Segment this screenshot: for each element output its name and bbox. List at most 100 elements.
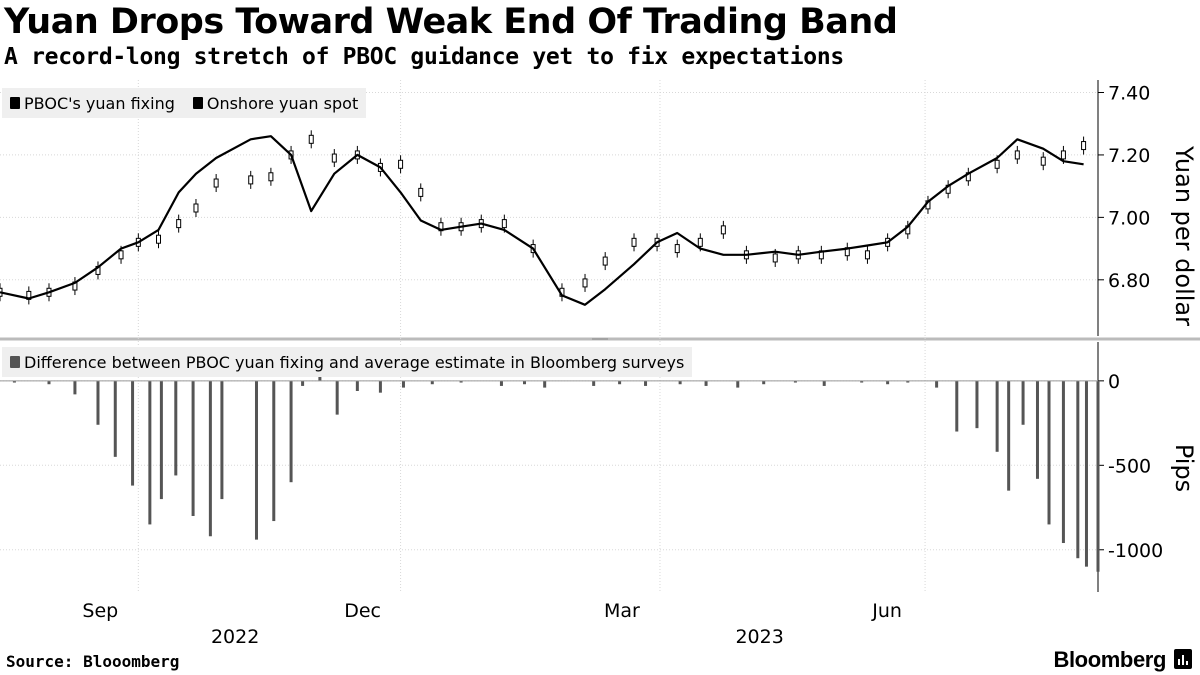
difference-bar: [113, 380, 117, 457]
difference-bar: [1096, 380, 1100, 572]
fixing-candle: [631, 237, 637, 247]
difference-bar: [208, 380, 212, 537]
difference-bar: [736, 380, 740, 388]
difference-bar: [906, 380, 910, 383]
fixing-candle: [308, 134, 314, 144]
bloomberg-terminal-icon: [1174, 649, 1192, 669]
fixing-candle: [582, 278, 588, 288]
top-y-tick-label: 7.40: [1108, 82, 1150, 104]
difference-bar: [678, 380, 682, 385]
fixing-candle: [501, 219, 507, 229]
difference-bar: [174, 380, 178, 476]
difference-bar: [1084, 380, 1088, 567]
fixing-candle: [1040, 156, 1046, 166]
fixing-candle: [1014, 150, 1020, 160]
spot-series-line: [0, 135, 1084, 306]
difference-bar: [618, 380, 622, 385]
difference-bar: [886, 380, 890, 385]
difference-bar: [430, 380, 434, 385]
difference-bar: [644, 380, 648, 386]
difference-bar: [335, 380, 339, 415]
fixing-candle: [398, 159, 404, 169]
legend-label-fixing: PBOC's yuan fixing: [24, 93, 175, 113]
difference-bar: [191, 380, 195, 516]
bottom-y-axis-title: Pips: [1170, 444, 1198, 492]
bottom-legend: Difference between PBOC yuan fixing and …: [2, 347, 693, 377]
difference-bar: [975, 380, 979, 429]
x-month-label: Sep: [82, 600, 118, 622]
bottom-y-tick-label: 0: [1108, 371, 1120, 393]
fixing-candle: [772, 253, 778, 263]
fixing-candle: [697, 237, 703, 247]
legend-item-difference: Difference between PBOC yuan fixing and …: [10, 353, 684, 372]
fixing-candle: [602, 256, 608, 266]
difference-bar: [1007, 380, 1011, 491]
top-y-tick-label: 6.80: [1108, 270, 1150, 292]
difference-bar: [289, 380, 293, 483]
legend-label-difference: Difference between PBOC yuan fixing and …: [24, 352, 685, 372]
difference-bar: [543, 380, 547, 388]
fixing-candle: [1081, 141, 1087, 151]
difference-bar: [499, 380, 503, 386]
difference-bar: [860, 380, 864, 383]
difference-bar: [1021, 380, 1025, 425]
difference-bar: [272, 380, 276, 522]
difference-bar: [1076, 380, 1080, 559]
fixing-candle: [118, 250, 124, 260]
difference-bar: [459, 380, 463, 383]
top-y-axis-title: Yuan per dollar: [1170, 145, 1198, 326]
fixing-candle: [213, 178, 219, 188]
difference-bar: [254, 380, 258, 540]
legend-item-spot: Onshore yuan spot: [192, 93, 359, 113]
top-legend: PBOC's yuan fixing Onshore yuan spot: [2, 88, 367, 118]
fixing-candle: [864, 250, 870, 260]
difference-bar: [592, 380, 596, 386]
fixing-candle: [994, 159, 1000, 169]
chart-subtitle: A record-long stretch of PBOC guidance y…: [4, 44, 844, 70]
difference-bar: [220, 380, 224, 500]
legend-swatch-spot: [192, 97, 203, 109]
legend-swatch-difference: [10, 356, 20, 368]
source-note: Source: Blooomberg: [6, 652, 180, 671]
x-month-label: Jun: [871, 600, 902, 622]
fixing-candle: [176, 219, 182, 229]
difference-bar: [96, 380, 100, 425]
difference-bar: [762, 380, 766, 385]
difference-bar: [159, 380, 163, 500]
fixing-candle: [248, 175, 254, 185]
fixing-candle: [331, 153, 337, 163]
x-year-label: 2023: [735, 626, 783, 648]
legend-label-spot: Onshore yuan spot: [206, 93, 359, 113]
difference-bar: [793, 380, 797, 383]
fixing-candle: [193, 203, 199, 213]
difference-bar: [131, 380, 135, 486]
difference-bar: [148, 380, 152, 525]
difference-bar: [12, 380, 16, 383]
legend-swatch-fixing: [10, 97, 20, 109]
difference-bar: [955, 380, 959, 432]
difference-bar: [401, 380, 405, 388]
difference-bar: [704, 380, 708, 386]
difference-bar: [73, 380, 77, 395]
fixing-candle: [674, 244, 680, 254]
difference-bar: [301, 380, 305, 386]
difference-bar: [935, 380, 939, 388]
top-y-tick-label: 7.00: [1108, 207, 1150, 229]
fixing-candle: [418, 187, 424, 197]
top-y-tick-label: 7.20: [1108, 145, 1150, 167]
x-year-label: 2022: [211, 626, 259, 648]
x-month-label: Dec: [344, 600, 381, 622]
difference-bar: [822, 380, 826, 386]
difference-bar: [995, 380, 999, 452]
difference-bar: [47, 380, 51, 385]
difference-bar: [1047, 380, 1051, 525]
difference-bar: [523, 380, 527, 385]
bottom-y-tick-label: -1000: [1108, 540, 1163, 562]
difference-bar: [355, 380, 359, 391]
legend-item-fixing: PBOC's yuan fixing: [10, 94, 175, 113]
difference-bar: [1035, 380, 1039, 479]
brand-logo: Bloomberg: [1053, 647, 1166, 672]
fixing-candle: [268, 172, 274, 182]
difference-bar: [378, 380, 382, 393]
x-month-label: Mar: [604, 600, 640, 622]
